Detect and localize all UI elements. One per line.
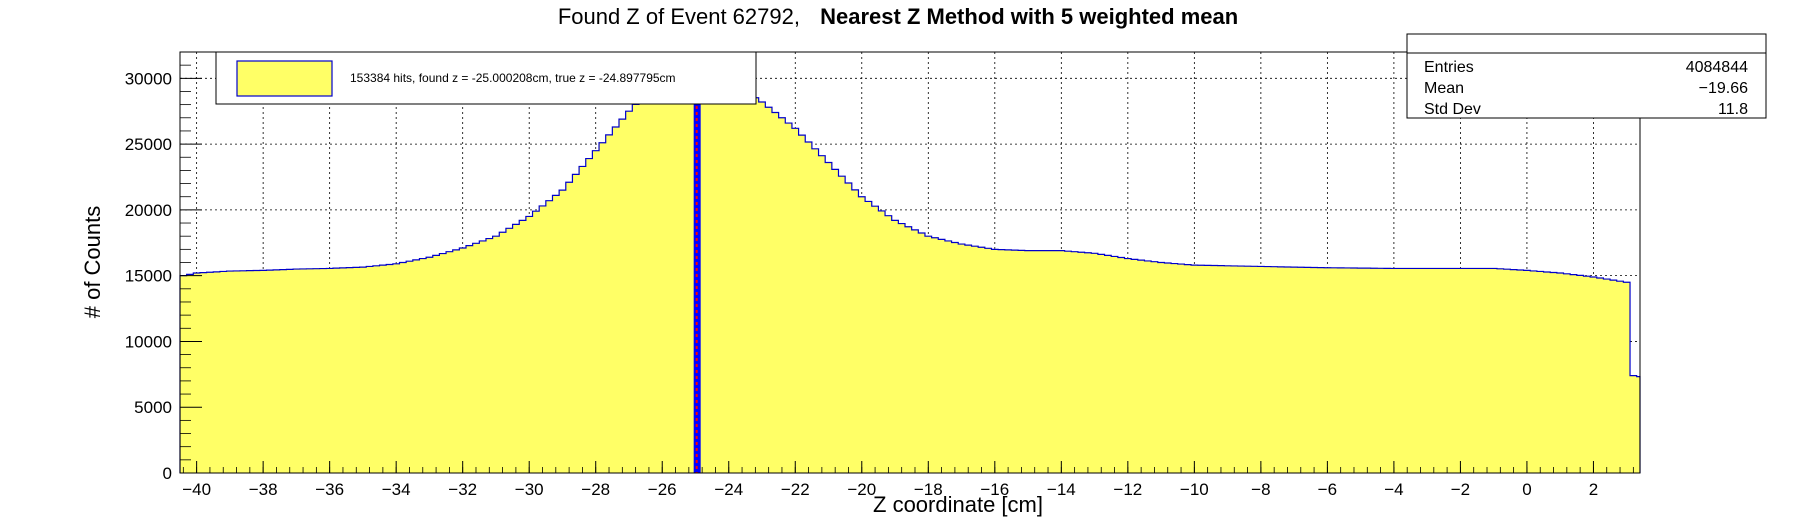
stats-stddev-label: Std Dev xyxy=(1424,101,1481,118)
x-tick-label: −2 xyxy=(1451,480,1470,499)
y-tick-label: 5000 xyxy=(134,398,172,417)
y-tick-label: 20000 xyxy=(125,201,172,220)
chart-title: Found Z of Event 62792, Nearest Z Method… xyxy=(558,4,1238,29)
stats-entries-value: 4084844 xyxy=(1686,59,1748,76)
stats-entries-label: Entries xyxy=(1424,59,1474,76)
x-tick-label: 0 xyxy=(1522,480,1531,499)
z-marker-lines xyxy=(693,52,701,473)
y-axis-ticks: 0 5000 10000 15000 20000 25000 30000 xyxy=(125,51,202,483)
x-axis-ticks: −40 −38 −36 −34 −32 −30 −28 −26 −24 −22 −20 −18 −16−… xyxy=(182,461,1634,499)
y-tick-label: 0 xyxy=(163,464,172,483)
stats-box-frame xyxy=(1406,33,1767,119)
x-tick-label: −36 xyxy=(315,480,344,499)
x-tick-label: −28 xyxy=(581,480,610,499)
x-tick-label: −26 xyxy=(648,480,677,499)
x-tick-label: −34 xyxy=(382,480,411,499)
x-tick-label: −6 xyxy=(1318,480,1337,499)
x-tick-label: −4 xyxy=(1384,480,1403,499)
x-tick-label: −20 xyxy=(847,480,876,499)
x-tick-label: −8 xyxy=(1251,480,1270,499)
x-tick-label: −30 xyxy=(515,480,544,499)
x-tick-label: −22 xyxy=(781,480,810,499)
x-tick-label: 2 xyxy=(1589,480,1598,499)
y-tick-label: 25000 xyxy=(125,135,172,154)
legend: 153384 hits, found z = -25.000208cm, tru… xyxy=(215,51,757,105)
x-tick-label: −40 xyxy=(182,480,211,499)
histogram-fill xyxy=(180,65,1640,473)
y-tick-label: 30000 xyxy=(125,69,172,88)
y-tick-label: 10000 xyxy=(125,332,172,351)
stats-stddev-value: 11.8 xyxy=(1718,101,1748,118)
x-tick-label: −32 xyxy=(448,480,477,499)
x-tick-label: −14 xyxy=(1047,480,1076,499)
histogram-outline xyxy=(179,64,1641,473)
legend-entry: 153384 hits, found z = -25.000208cm, tru… xyxy=(350,71,676,85)
x-axis-title: Z coordinate [cm] xyxy=(873,492,1043,517)
x-tick-label: −18 xyxy=(914,480,943,499)
chart-title-bold: Nearest Z Method with 5 weighted mean xyxy=(820,4,1238,29)
x-tick-label: −38 xyxy=(249,480,278,499)
x-tick-label: −10 xyxy=(1180,480,1209,499)
stats-box: Entries 4084844 Mean −19.66 Std Dev 11.8 xyxy=(1406,33,1767,119)
legend-swatch xyxy=(236,60,333,97)
stats-mean-value: −19.66 xyxy=(1699,80,1748,97)
y-axis-title: # of Counts xyxy=(80,206,105,319)
x-tick-label: −12 xyxy=(1113,480,1142,499)
x-tick-label: −16 xyxy=(980,480,1009,499)
x-tick-label: −24 xyxy=(714,480,743,499)
y-tick-label: 15000 xyxy=(125,267,172,286)
stats-mean-label: Mean xyxy=(1424,80,1464,97)
chart-title-prefix: Found Z of Event 62792, xyxy=(558,4,800,29)
